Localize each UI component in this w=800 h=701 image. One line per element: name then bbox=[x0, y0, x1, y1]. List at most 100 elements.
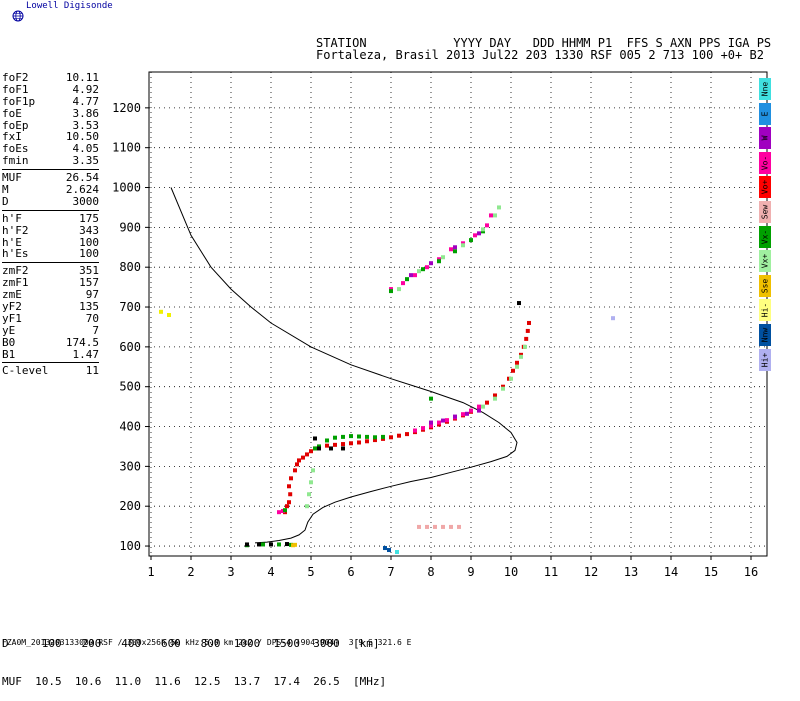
echo-point bbox=[481, 227, 485, 232]
legend-label: Hi- bbox=[760, 303, 770, 318]
echo-point bbox=[437, 420, 441, 425]
param-label: foF1p bbox=[2, 94, 36, 108]
muf-table: D 100 200 400 600 800 1000 1500 3000 [km… bbox=[2, 612, 386, 701]
parameter-panel: foF2 10.11 foF1 4.92 foF1p 4.77 foE 3.86 foEp 3.5… bbox=[2, 72, 99, 377]
echo-point bbox=[433, 524, 437, 529]
echo-point bbox=[325, 438, 329, 443]
header-field-values: Fortaleza, Brasil 2013 Jul22 203 1330 RS… bbox=[316, 48, 764, 62]
x-tick-label: 9 bbox=[467, 565, 474, 579]
echo-point bbox=[511, 368, 515, 373]
echo-point bbox=[429, 396, 433, 401]
echo-point bbox=[381, 434, 385, 439]
param-divider bbox=[2, 262, 99, 264]
trace-vx- bbox=[245, 229, 485, 548]
y-tick-label: 300 bbox=[119, 459, 141, 473]
param-label: yF1 bbox=[2, 311, 22, 325]
echo-point bbox=[429, 423, 433, 428]
echo-point bbox=[341, 434, 345, 439]
legend-swatch: W bbox=[759, 127, 771, 150]
legend-swatch: Hi+ bbox=[759, 348, 771, 371]
legend-swatch: Nnw bbox=[759, 323, 771, 346]
echo-point bbox=[293, 468, 297, 473]
echo-point bbox=[457, 524, 461, 529]
echo-point bbox=[397, 433, 401, 438]
param-value: 97 bbox=[85, 288, 99, 302]
param-row: MUF 26.54 bbox=[2, 172, 99, 184]
echo-point bbox=[365, 439, 369, 444]
echo-point bbox=[477, 231, 481, 236]
param-label: MUF bbox=[2, 171, 22, 185]
echo-point bbox=[341, 442, 345, 447]
echo-point bbox=[387, 548, 391, 553]
param-row: foE 3.86 bbox=[2, 106, 99, 120]
param-row: h'F 175 bbox=[2, 211, 99, 225]
param-row: yF1 70 bbox=[2, 313, 99, 325]
globe-icon bbox=[12, 10, 24, 22]
param-row: foEs 4.05 bbox=[2, 143, 99, 155]
y-tick-label: 700 bbox=[119, 300, 141, 314]
echo-point bbox=[389, 435, 393, 440]
echo-point bbox=[445, 418, 449, 423]
param-label: foEp bbox=[2, 118, 29, 132]
y-tick-label: 1000 bbox=[112, 181, 141, 195]
param-row: foEp 3.53 bbox=[2, 118, 99, 132]
y-tick-label: 1100 bbox=[112, 141, 141, 155]
echo-point bbox=[519, 354, 523, 359]
x-tick-label: 1 bbox=[147, 565, 154, 579]
param-value: 100 bbox=[79, 247, 99, 261]
param-value: 175 bbox=[79, 211, 99, 225]
echo-point bbox=[325, 443, 329, 448]
trace-hi- bbox=[611, 316, 615, 321]
echo-point bbox=[269, 542, 273, 547]
param-label: h'E bbox=[2, 235, 22, 249]
param-row: foF1p 4.77 bbox=[2, 94, 99, 108]
param-value: 343 bbox=[79, 223, 99, 237]
echo-point bbox=[285, 504, 289, 509]
trace-vo- bbox=[277, 213, 493, 515]
legend-label: Vo- bbox=[760, 155, 770, 171]
echo-point bbox=[333, 435, 337, 440]
echo-point bbox=[245, 542, 249, 547]
echo-point bbox=[501, 386, 505, 391]
ionogram-plot: 1 2 3 4 5 6 7 8 9 10 11 12 13 14 15 1610020030040050060… bbox=[112, 71, 768, 579]
plot-frame bbox=[148, 71, 768, 557]
echo-point bbox=[453, 249, 457, 254]
echo-point bbox=[373, 435, 377, 440]
echo-point bbox=[395, 550, 399, 555]
echo-point bbox=[441, 524, 445, 529]
echo-point bbox=[449, 247, 453, 252]
trace-black bbox=[245, 301, 521, 547]
legend-label: Hi+ bbox=[760, 352, 770, 367]
muf-row: MUF 10.5 10.6 11.0 11.6 12.5 13.7 17.4 2… bbox=[2, 675, 387, 688]
echo-point bbox=[283, 508, 287, 513]
echo-point bbox=[341, 446, 345, 451]
param-label: B0 bbox=[2, 335, 16, 349]
x-tick-label: 14 bbox=[664, 565, 678, 579]
echo-point bbox=[317, 446, 321, 451]
echo-point bbox=[425, 265, 429, 270]
param-value: 3000 bbox=[72, 194, 100, 208]
x-tick-label: 2 bbox=[187, 565, 194, 579]
echo-point bbox=[477, 408, 481, 413]
trace-hi- bbox=[159, 309, 171, 317]
echo-point bbox=[461, 412, 465, 417]
x-tick-label: 6 bbox=[347, 565, 354, 579]
legend-swatch: Hi- bbox=[759, 299, 771, 322]
echo-point bbox=[441, 255, 445, 260]
trace-sew bbox=[417, 524, 461, 529]
echo-point bbox=[305, 504, 309, 509]
echo-point bbox=[405, 432, 409, 437]
legend-swatch: Vo- bbox=[759, 151, 771, 174]
param-value: 11 bbox=[85, 364, 99, 378]
y-tick-label: 400 bbox=[119, 420, 141, 434]
echo-point bbox=[417, 269, 421, 274]
echo-point bbox=[413, 428, 417, 433]
legend-swatch: Sew bbox=[759, 200, 771, 223]
echo-point bbox=[288, 492, 293, 497]
param-value: 1.47 bbox=[72, 347, 100, 361]
param-row: yE 7 bbox=[2, 324, 99, 337]
echo-point bbox=[357, 434, 361, 439]
param-value: 174.5 bbox=[65, 335, 99, 349]
param-label: foE bbox=[2, 106, 22, 120]
param-row: B0 174.5 bbox=[2, 335, 99, 349]
